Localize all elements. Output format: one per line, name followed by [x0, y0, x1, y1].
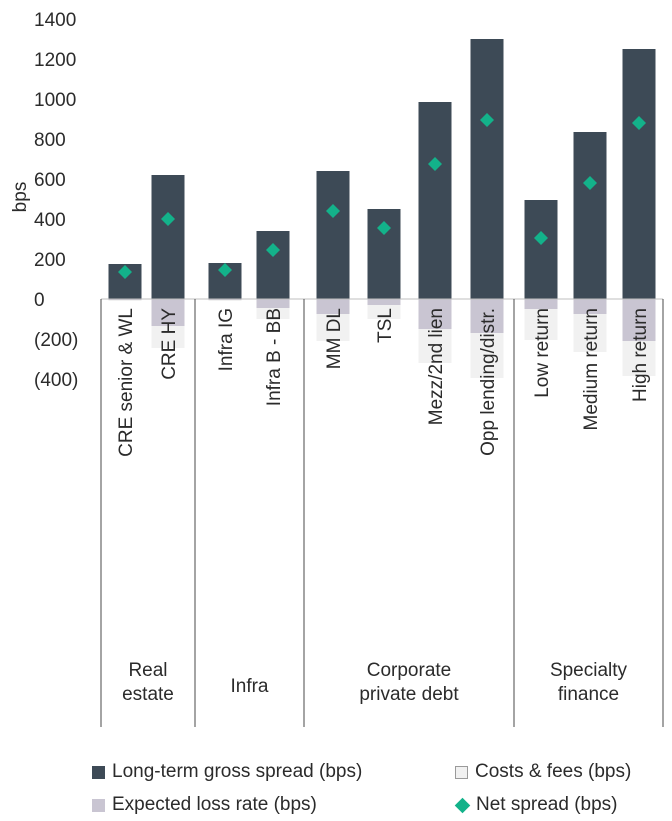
group-label: Real [128, 660, 167, 681]
net-spread-marker [480, 113, 494, 127]
bar-costs-fees [151, 326, 185, 348]
y-tick-label: 400 [34, 210, 66, 231]
category-label: Low return [532, 308, 553, 398]
category-label: TSL [375, 308, 396, 343]
bar-costs-fees [108, 300, 142, 301]
bar-costs-fees [367, 305, 401, 319]
legend-item-costs-fees: Costs & fees (bps) [455, 761, 631, 783]
bar-expected-loss [316, 299, 350, 314]
bar-gross-spread [151, 175, 185, 299]
y-tick-label: 1200 [34, 50, 76, 71]
bar-costs-fees [316, 314, 350, 341]
bar-gross-spread [316, 171, 350, 299]
legend-item-expected-loss: Expected loss rate (bps) [92, 794, 317, 816]
legend-item-net-spread: Net spread (bps) [454, 794, 618, 816]
legend-swatch [455, 765, 468, 779]
bar-gross-spread [573, 132, 607, 299]
category-label: High return [630, 308, 651, 402]
net-spread-marker [632, 116, 646, 130]
bar-gross-spread [470, 39, 504, 299]
category-label: MM DL [324, 308, 345, 369]
axes [100, 298, 664, 727]
group-label: Infra [230, 676, 268, 697]
bar-expected-loss [151, 299, 185, 326]
bar-costs-fees [622, 341, 656, 376]
group-label: private debt [359, 684, 459, 705]
diamond-icon [454, 797, 471, 813]
group-label: Specialty [550, 660, 628, 681]
bar-costs-fees [256, 308, 290, 319]
category-labels: CRE senior & WL CRE HY Infra IG Infra B - B… [116, 308, 651, 457]
bar-expected-loss [622, 299, 656, 341]
y-axis-ticks: 1400 1200 1000 800 600 400 200 0 (200) (400) [34, 10, 78, 391]
category-label: Infra B - BB [264, 308, 285, 406]
bar-costs-fees [470, 333, 504, 378]
legend-swatch [92, 765, 105, 779]
net-spread-marker [266, 243, 280, 257]
y-tick-label: 1400 [34, 10, 76, 31]
net-spread-marker [326, 204, 340, 218]
net-spread-markers [118, 113, 646, 279]
category-label: Opp lending/distr. [478, 308, 499, 456]
bar-gross-spread [622, 49, 656, 299]
net-spread-marker [377, 221, 391, 235]
y-axis-label: bps [10, 182, 31, 213]
y-tick-label: 0 [34, 290, 45, 311]
group-label: estate [122, 684, 174, 705]
y-tick-label: 600 [34, 170, 66, 191]
bar-gross-spread [418, 102, 452, 299]
y-tick-label: (200) [34, 330, 78, 351]
category-label: Infra IG [216, 308, 237, 371]
legend: Long-term gross spread (bps) Costs & fee… [92, 757, 664, 817]
bar-expected-loss [470, 299, 504, 333]
y-tick-label: 800 [34, 130, 66, 151]
bar-costs-fees [524, 309, 558, 340]
bar-expected-loss [418, 299, 452, 329]
category-label: Mezz/2nd lien [426, 308, 447, 425]
y-tick-label: (400) [34, 370, 78, 391]
bar-costs-fees [573, 314, 607, 352]
category-label: Medium return [581, 308, 602, 431]
y-tick-label: 1000 [34, 90, 76, 111]
bar-expected-loss [524, 299, 558, 309]
bar-expected-loss [367, 299, 401, 305]
legend-item-gross-spread: Long-term gross spread (bps) [92, 761, 362, 783]
net-spread-marker [218, 263, 232, 277]
net-spread-marker [161, 212, 175, 226]
net-spread-marker [118, 265, 132, 279]
net-spread-marker [428, 157, 442, 171]
legend-label: Net spread (bps) [476, 794, 618, 815]
bar-costs-fees [418, 329, 452, 363]
legend-label: Long-term gross spread (bps) [112, 761, 363, 782]
group-label: Corporate [367, 660, 452, 681]
legend-swatch [92, 798, 105, 812]
bar-gross-spread [524, 200, 558, 299]
legend-label: Costs & fees (bps) [475, 761, 632, 782]
group-labels: Real estate Infra Corporate private debt Spec… [122, 660, 627, 705]
group-label: finance [558, 684, 619, 705]
legend-label: Expected loss rate (bps) [112, 794, 317, 815]
bar-expected-loss [573, 299, 607, 314]
net-spread-marker [534, 231, 548, 245]
bar-costs-fees [208, 300, 242, 301]
net-spread-marker [583, 176, 597, 190]
y-tick-label: 200 [34, 250, 66, 271]
category-label: CRE HY [159, 308, 180, 380]
category-label: CRE senior & WL [116, 308, 137, 457]
bar-gross-spread [256, 231, 290, 299]
bar-expected-loss [256, 299, 290, 308]
